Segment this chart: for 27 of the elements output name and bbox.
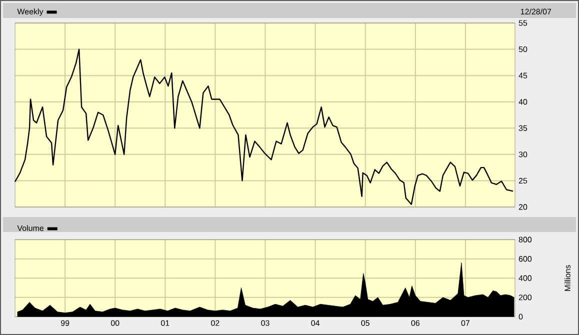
y-tick-label: 50 (518, 46, 528, 52)
y-tick-label: 30 (518, 152, 528, 158)
y-tick-label: 20 (518, 204, 528, 210)
y-tick-label: 800 (518, 236, 532, 242)
x-tick-label: 05 (361, 320, 370, 326)
x-tick-label: 01 (161, 320, 170, 326)
x-tick-label: 02 (211, 320, 220, 326)
y-tick-label: 0 (518, 314, 523, 320)
x-tick-label: 03 (261, 320, 270, 326)
y-tick-label: 600 (518, 256, 532, 262)
line-series (14, 48, 514, 205)
y-tick-label: 55 (518, 20, 528, 26)
y-tick-label: 200 (518, 294, 532, 300)
y-tick-label: 35 (518, 125, 528, 131)
y-tick-label: 25 (518, 178, 528, 184)
legend-label: Volume (17, 225, 44, 231)
y-tick-label: 45 (518, 72, 528, 78)
legend-label: Weekly (17, 8, 44, 16)
y-tick-label: 40 (518, 99, 528, 105)
y-tick-label: 400 (518, 275, 532, 281)
x-tick-label: 06 (411, 320, 420, 326)
x-tick-label: 04 (311, 320, 320, 326)
text: 12/28/07 (520, 8, 552, 14)
x-tick-label: 00 (110, 320, 120, 326)
x-tick-label: 99 (60, 320, 70, 326)
x-tick-label: 07 (461, 320, 470, 326)
y-axis-title: Millions (564, 265, 570, 291)
